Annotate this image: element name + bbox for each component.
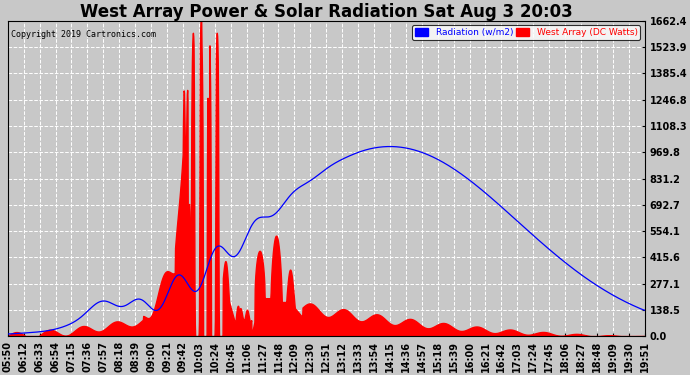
Title: West Array Power & Solar Radiation Sat Aug 3 20:03: West Array Power & Solar Radiation Sat A… [80,3,573,21]
Legend: Radiation (w/m2), West Array (DC Watts): Radiation (w/m2), West Array (DC Watts) [412,26,640,40]
Text: Copyright 2019 Cartronics.com: Copyright 2019 Cartronics.com [11,30,156,39]
